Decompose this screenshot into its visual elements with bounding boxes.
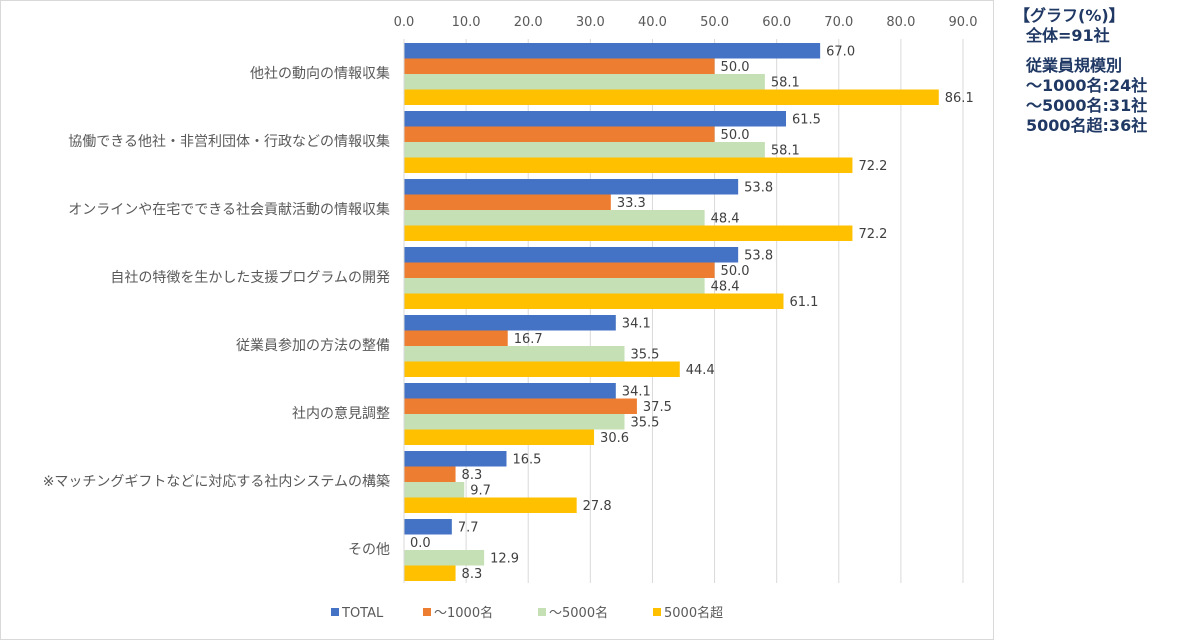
x-tick-label: 0.0	[394, 15, 415, 30]
bar	[404, 361, 680, 377]
bar	[404, 74, 765, 90]
bar	[404, 179, 739, 195]
size-note-3: 5000名超:36社	[1026, 116, 1148, 135]
data-label: 35.5	[630, 415, 659, 430]
chart-area: 0.0 10.0 20.0 30.0 40.0 50.0 60.0 70.0 80.0 90.0 他…	[0, 0, 994, 640]
size-note-2: 〜5000名:31社	[1026, 96, 1148, 115]
data-label: 0.0	[410, 536, 431, 551]
category-label: その他	[348, 542, 390, 558]
legend-label: 5000名超	[664, 605, 723, 621]
size-title-note: 従業員規模別	[1026, 56, 1123, 75]
legend-swatch	[653, 608, 661, 616]
x-tick-label: 20.0	[514, 15, 543, 30]
bar	[404, 142, 765, 158]
bar	[404, 497, 577, 513]
bar	[404, 451, 507, 467]
bar	[404, 414, 625, 430]
category-label: 社内の意見調整	[292, 405, 390, 422]
size-note-1: 〜1000名:24社	[1026, 76, 1148, 95]
data-label: 58.1	[771, 143, 800, 158]
bar	[404, 550, 485, 566]
data-label: 34.1	[622, 316, 651, 331]
x-tick-label: 70.0	[824, 15, 853, 30]
data-label: 8.3	[462, 468, 483, 483]
legend-label: 〜1000名	[434, 605, 493, 621]
bar	[404, 247, 739, 263]
bar	[404, 262, 715, 278]
data-label: 9.7	[470, 483, 491, 498]
bar	[404, 565, 456, 581]
data-label: 48.4	[711, 211, 740, 226]
data-label: 50.0	[721, 128, 750, 143]
bar	[404, 89, 939, 105]
data-label: 67.0	[826, 44, 855, 59]
bar	[404, 330, 508, 346]
data-label: 61.5	[792, 112, 821, 127]
bar	[404, 519, 452, 535]
bar	[404, 315, 616, 331]
data-label: 16.5	[512, 452, 541, 467]
data-label: 50.0	[721, 264, 750, 279]
data-label: 44.4	[686, 363, 715, 378]
data-label: 72.2	[858, 227, 887, 242]
legend-swatch	[331, 608, 339, 616]
data-label: 86.1	[945, 91, 974, 106]
bar	[404, 466, 456, 482]
bar	[404, 194, 611, 210]
data-label: 7.7	[458, 520, 479, 535]
data-label: 48.4	[711, 279, 740, 294]
total-count-note: 全体=91社	[1026, 26, 1110, 45]
bar-chart: 0.0 10.0 20.0 30.0 40.0 50.0 60.0 70.0 80.0 90.0 他…	[43, 15, 978, 621]
data-label: 50.0	[721, 60, 750, 75]
x-tick-label: 50.0	[700, 15, 729, 30]
bar	[404, 383, 616, 399]
data-label: 16.7	[514, 332, 543, 347]
x-tick-label: 60.0	[762, 15, 791, 30]
bar	[404, 482, 465, 498]
category-label: 他社の動向の情報収集	[250, 65, 390, 82]
data-label: 35.5	[630, 347, 659, 362]
legend-swatch	[538, 608, 546, 616]
graph-unit-note: 【グラフ(%)】	[1014, 6, 1125, 25]
side-notes: 【グラフ(%)】 全体=91社 従業員規模別 〜1000名:24社 〜5000名…	[1014, 6, 1182, 136]
bar	[404, 43, 821, 59]
x-tick-label: 30.0	[576, 15, 605, 30]
data-label: 12.9	[490, 551, 519, 566]
x-tick-label: 40.0	[638, 15, 667, 30]
category-label: オンラインや在宅でできる社会貢献活動の情報収集	[68, 201, 390, 218]
bar	[404, 58, 715, 74]
data-label: 8.3	[462, 567, 483, 582]
data-label: 33.3	[617, 196, 646, 211]
data-label: 34.1	[622, 384, 651, 399]
bar	[404, 225, 853, 241]
data-label: 58.1	[771, 75, 800, 90]
data-label: 72.2	[858, 159, 887, 174]
category-label: ※マッチングギフトなどに対応する社内システムの構築	[43, 474, 390, 490]
category-label: 自社の特徴を生かした支援プログラムの開発	[110, 270, 390, 286]
bar	[404, 278, 705, 294]
bar	[404, 157, 853, 173]
legend-label: TOTAL	[341, 606, 384, 621]
x-tick-label: 10.0	[452, 15, 481, 30]
data-label: 30.6	[600, 431, 629, 446]
data-label: 37.5	[643, 400, 672, 415]
bar	[404, 346, 625, 362]
bar	[404, 126, 715, 142]
bar	[404, 398, 637, 414]
data-label: 53.8	[744, 180, 773, 195]
bar	[404, 210, 705, 226]
category-label: 従業員参加の方法の整備	[236, 337, 390, 354]
bar	[404, 293, 784, 309]
data-label: 27.8	[583, 499, 612, 514]
bar	[404, 111, 786, 127]
legend-label: 〜5000名	[549, 605, 608, 621]
data-label: 53.8	[744, 248, 773, 263]
x-tick-label: 80.0	[886, 15, 915, 30]
bar	[404, 429, 595, 445]
category-label: 協働できる他社・非営利団体・行政などの情報収集	[68, 133, 390, 150]
x-tick-label: 90.0	[949, 15, 978, 30]
data-label: 61.1	[789, 295, 818, 310]
legend-swatch	[423, 608, 431, 616]
